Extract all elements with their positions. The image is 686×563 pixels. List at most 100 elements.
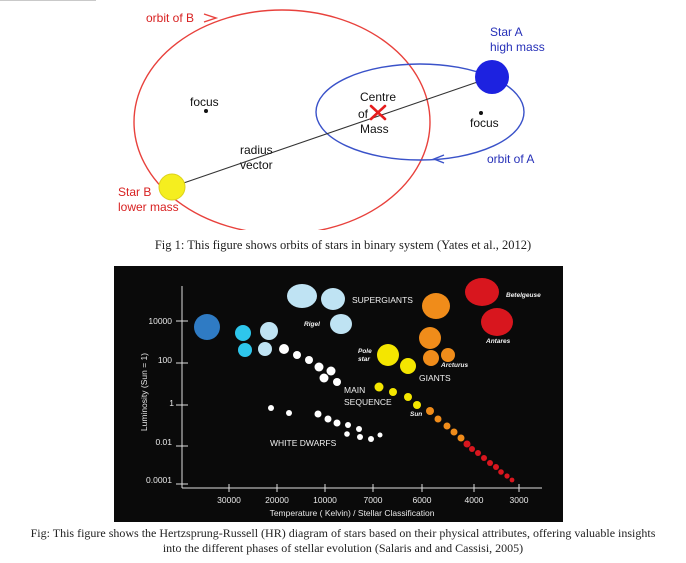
white-dwarfs-group bbox=[268, 405, 383, 442]
focus-left-label: focus bbox=[190, 95, 219, 109]
x-tick-label: 7000 bbox=[364, 495, 383, 505]
star-dot bbox=[314, 362, 324, 372]
bright-main-sequence-group bbox=[194, 314, 341, 386]
star-dot bbox=[319, 373, 329, 383]
star-dot bbox=[443, 422, 451, 430]
y-tick-label: 0.0001 bbox=[146, 475, 172, 485]
star-dot bbox=[305, 356, 313, 364]
main-sequence-label-line2: SEQUENCE bbox=[344, 397, 392, 407]
star-dot bbox=[333, 378, 341, 386]
star-dot bbox=[426, 407, 434, 415]
x-tick-label: 6000 bbox=[413, 495, 432, 505]
star-dot bbox=[194, 314, 220, 340]
star-dot bbox=[450, 428, 458, 436]
figure-2-caption: Fig: This figure shows the Hertzsprung-R… bbox=[0, 526, 686, 556]
star-dot bbox=[481, 455, 487, 461]
orbit-b-arrow-icon bbox=[203, 13, 219, 23]
binary-orbit-figure: orbit of B Star A high mass focus Centre… bbox=[118, 9, 545, 230]
orbit-b-ellipse bbox=[133, 9, 431, 230]
supergiants-label: SUPERGIANTS bbox=[352, 295, 413, 305]
star-dot bbox=[260, 322, 278, 340]
star-dot bbox=[475, 450, 481, 456]
star-dot bbox=[509, 477, 515, 483]
white-dwarfs-label: WHITE DWARFS bbox=[270, 438, 337, 448]
figure-2-caption-line2: into the different phases of stellar evo… bbox=[162, 541, 524, 555]
figure-2-caption-line1: Fig: This figure shows the Hertzsprung-R… bbox=[30, 526, 656, 540]
star-dot bbox=[287, 284, 317, 308]
x-ticks bbox=[228, 484, 520, 492]
x-tick-label: 4000 bbox=[465, 495, 484, 505]
star-dot bbox=[441, 348, 455, 362]
radius-vector-line bbox=[171, 76, 493, 188]
focus-right-dot-icon bbox=[479, 111, 483, 115]
star-dot bbox=[258, 342, 272, 356]
star-dot bbox=[469, 446, 475, 452]
top-rule bbox=[0, 0, 96, 1]
star-dot bbox=[238, 343, 252, 357]
star-dot bbox=[493, 464, 499, 470]
x-tick-label: 3000 bbox=[510, 495, 529, 505]
radius-vector-label: radius bbox=[240, 143, 273, 157]
giants-label: GIANTS bbox=[419, 373, 451, 383]
betelgeuse-label: Betelgeuse bbox=[506, 292, 541, 299]
pole-star-label-line2: star bbox=[358, 356, 370, 363]
x-tick-label: 30000 bbox=[217, 495, 241, 505]
star-dot bbox=[321, 288, 345, 310]
y-axis-title: Luminosity (Sun = 1) bbox=[139, 353, 149, 431]
star-dot bbox=[434, 415, 442, 423]
star-dot bbox=[419, 327, 441, 349]
star-dot bbox=[404, 393, 412, 401]
star-a-icon bbox=[475, 60, 509, 94]
star-dot bbox=[498, 469, 504, 475]
star-dot bbox=[326, 366, 336, 376]
star-dot bbox=[345, 422, 351, 428]
orbit-a-arrow-icon bbox=[432, 154, 445, 164]
pole-star-label: Pole bbox=[358, 348, 372, 355]
star-b-icon bbox=[158, 173, 186, 201]
arcturus-label: Arcturus bbox=[440, 362, 468, 369]
star-dot bbox=[333, 419, 341, 427]
star-dot bbox=[374, 382, 384, 392]
y-tick-label: 10000 bbox=[148, 316, 172, 326]
star-a-label: Star A bbox=[490, 25, 523, 39]
focus-left-dot-icon bbox=[204, 109, 208, 113]
star-dot bbox=[324, 415, 332, 423]
centre-of-mass-label-mass: Mass bbox=[360, 122, 389, 136]
x-tick-label: 20000 bbox=[265, 495, 289, 505]
star-dot bbox=[465, 278, 499, 306]
main-sequence-label: MAIN bbox=[344, 385, 365, 395]
star-dot bbox=[504, 473, 510, 479]
star-dot bbox=[368, 436, 374, 442]
star-dot bbox=[377, 344, 399, 366]
centre-of-mass-x-icon bbox=[369, 104, 387, 121]
star-dot bbox=[344, 431, 350, 437]
y-ticks bbox=[176, 320, 188, 485]
star-dot bbox=[457, 434, 465, 442]
star-dot bbox=[377, 432, 383, 438]
radius-vector-sublabel: vector bbox=[240, 158, 273, 172]
star-b-label: Star B bbox=[118, 185, 151, 199]
x-tick-label: 10000 bbox=[313, 495, 337, 505]
star-a-sublabel: high mass bbox=[490, 40, 545, 54]
star-dot bbox=[487, 460, 493, 466]
y-tick-label: 100 bbox=[158, 355, 172, 365]
giants-group bbox=[377, 327, 455, 374]
star-dot bbox=[286, 410, 292, 416]
star-dot bbox=[330, 314, 352, 334]
orbit-a-ellipse bbox=[315, 63, 525, 161]
star-b-sublabel: lower mass bbox=[118, 200, 179, 214]
rigel-label: Rigel bbox=[304, 321, 320, 328]
star-dot bbox=[293, 351, 301, 359]
y-tick-label: 0.01 bbox=[155, 437, 172, 447]
x-axis-title: Temperature ( Kelvin) / Stellar Classifi… bbox=[270, 508, 435, 518]
orbit-a-label: orbit of A bbox=[487, 152, 534, 166]
sun-label: Sun bbox=[410, 411, 422, 418]
centre-of-mass-label-of: of bbox=[358, 107, 369, 121]
star-dot bbox=[279, 344, 289, 354]
star-dot bbox=[463, 440, 471, 448]
main-sequence-lower-group bbox=[374, 382, 515, 483]
y-tick-label: 1 bbox=[169, 398, 174, 408]
centre-of-mass-label: Centre bbox=[360, 90, 396, 104]
star-dot bbox=[423, 350, 439, 366]
star-dot bbox=[356, 426, 362, 432]
